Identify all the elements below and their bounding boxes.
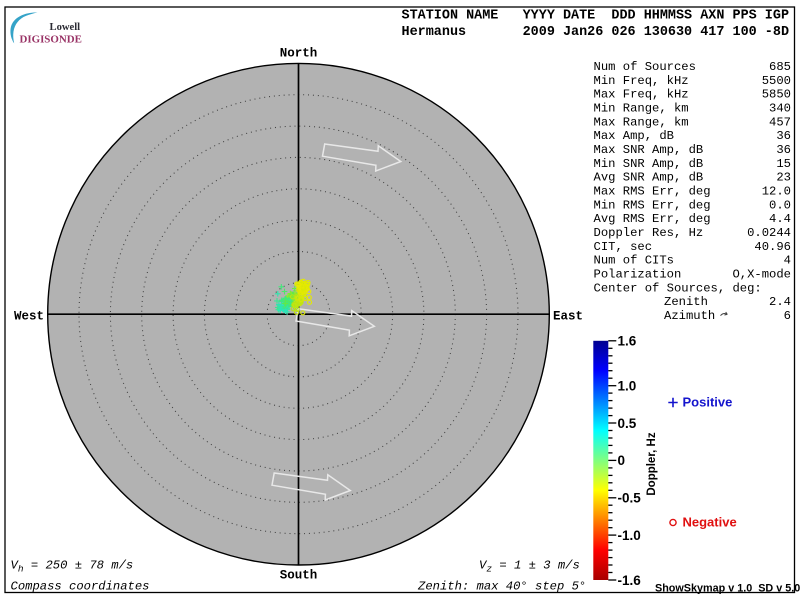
svg-text:Max RMS Err, deg: Max RMS Err, deg bbox=[594, 185, 711, 199]
svg-text:5500: 5500 bbox=[762, 74, 791, 88]
svg-text:Max Amp, dB: Max Amp, dB bbox=[594, 129, 674, 143]
svg-text:15: 15 bbox=[776, 157, 791, 171]
svg-text:DIGISONDE: DIGISONDE bbox=[20, 34, 82, 46]
svg-text:-1.6: -1.6 bbox=[618, 573, 642, 588]
svg-text:East: East bbox=[553, 310, 583, 324]
svg-text:340: 340 bbox=[769, 102, 791, 116]
svg-text:STATION NAME YYYY DATE DDD: STATION NAME YYYY DATE DDD HHMMSS AXN PP… bbox=[402, 9, 790, 24]
svg-text:Avg SNR Amp, dB: Avg SNR Amp, dB bbox=[594, 171, 704, 185]
svg-text:Positive: Positive bbox=[683, 395, 733, 410]
svg-text:23: 23 bbox=[776, 171, 791, 185]
svg-text:Azimuth: Azimuth bbox=[664, 309, 715, 323]
svg-text:0.5: 0.5 bbox=[618, 416, 637, 431]
svg-text:0.0: 0.0 bbox=[769, 198, 791, 212]
svg-text:Polarization: Polarization bbox=[594, 267, 682, 281]
svg-text:36: 36 bbox=[776, 129, 791, 143]
svg-text:0: 0 bbox=[618, 453, 626, 468]
svg-text:Min SNR Amp, dB: Min SNR Amp, dB bbox=[594, 157, 704, 171]
svg-text:5850: 5850 bbox=[762, 88, 791, 102]
svg-text:Max Freq, kHz: Max Freq, kHz bbox=[594, 88, 689, 102]
svg-text:Vh = 250 ± 78 m/s: Vh = 250 ± 78 m/s bbox=[11, 559, 134, 575]
svg-text:Negative: Negative bbox=[683, 515, 737, 530]
svg-text:West: West bbox=[14, 310, 44, 324]
svg-text:Center of Sources, deg:: Center of Sources, deg: bbox=[594, 281, 762, 295]
svg-text:6: 6 bbox=[784, 309, 791, 323]
svg-text:40.96: 40.96 bbox=[754, 240, 791, 254]
svg-text:North: North bbox=[280, 47, 318, 61]
svg-text:ShowSkymap v 1.0 SD v 5.0: ShowSkymap v 1.0 SD v 5.0 bbox=[655, 583, 800, 595]
svg-text:Min Freq, kHz: Min Freq, kHz bbox=[594, 74, 689, 88]
svg-text:CIT, sec: CIT, sec bbox=[594, 240, 653, 254]
svg-text:1.6: 1.6 bbox=[618, 334, 637, 349]
svg-text:Doppler Res, Hz: Doppler Res, Hz bbox=[594, 226, 704, 240]
svg-text:Zenith: Zenith bbox=[664, 295, 708, 309]
svg-text:Min Range, km: Min Range, km bbox=[594, 102, 689, 116]
svg-text:Num of Sources: Num of Sources bbox=[594, 60, 696, 74]
svg-text:Hermanus 2009 Jan26 026: Hermanus 2009 Jan26 026 130630 417 100 -… bbox=[402, 25, 790, 40]
svg-text:Doppler, Hz: Doppler, Hz bbox=[646, 432, 658, 496]
svg-text:Vz = 1 ± 3 m/s: Vz = 1 ± 3 m/s bbox=[479, 559, 580, 575]
svg-text:457: 457 bbox=[769, 115, 791, 129]
svg-text:4.4: 4.4 bbox=[769, 212, 791, 226]
svg-text:-1.0: -1.0 bbox=[618, 528, 641, 543]
svg-text:36: 36 bbox=[776, 143, 791, 157]
svg-text:685: 685 bbox=[769, 60, 791, 74]
svg-text:Compass coordinates: Compass coordinates bbox=[11, 580, 150, 594]
svg-text:Max Range, km: Max Range, km bbox=[594, 115, 689, 129]
svg-text:12.0: 12.0 bbox=[762, 185, 791, 199]
svg-text:Lowell: Lowell bbox=[50, 22, 81, 33]
svg-text:South: South bbox=[280, 569, 318, 583]
svg-text:2.4: 2.4 bbox=[769, 295, 791, 309]
svg-text:Num of CITs: Num of CITs bbox=[594, 254, 674, 268]
svg-text:Max SNR Amp, dB: Max SNR Amp, dB bbox=[594, 143, 704, 157]
svg-text:4: 4 bbox=[784, 254, 791, 268]
svg-text:O,X-mode: O,X-mode bbox=[732, 267, 791, 281]
svg-text:Avg RMS Err, deg: Avg RMS Err, deg bbox=[594, 212, 711, 226]
svg-text:0.0244: 0.0244 bbox=[747, 226, 791, 240]
svg-text:Zenith: max 40° step 5°: Zenith: max 40° step 5° bbox=[417, 580, 586, 594]
svg-text:-0.5: -0.5 bbox=[618, 491, 642, 506]
svg-text:1.0: 1.0 bbox=[618, 379, 637, 394]
svg-text:Min RMS Err, deg: Min RMS Err, deg bbox=[594, 198, 711, 212]
